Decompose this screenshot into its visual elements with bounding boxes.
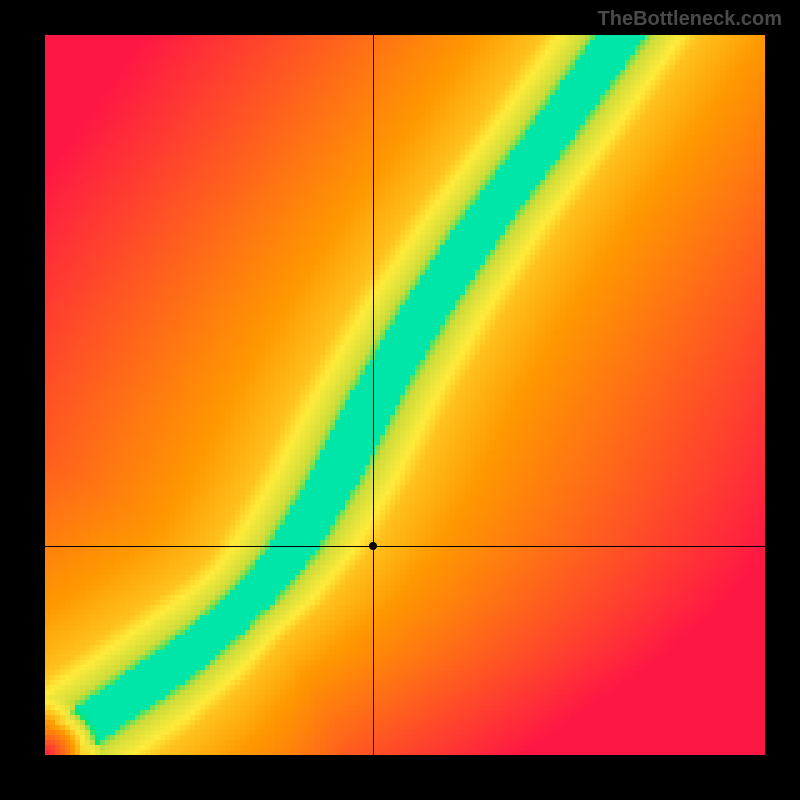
watermark-text: TheBottleneck.com (598, 8, 782, 31)
bottleneck-heatmap-canvas (45, 35, 765, 755)
current-config-marker (369, 542, 377, 550)
crosshair-vertical (373, 35, 374, 755)
plot-area (45, 35, 765, 755)
crosshair-horizontal (45, 546, 765, 547)
